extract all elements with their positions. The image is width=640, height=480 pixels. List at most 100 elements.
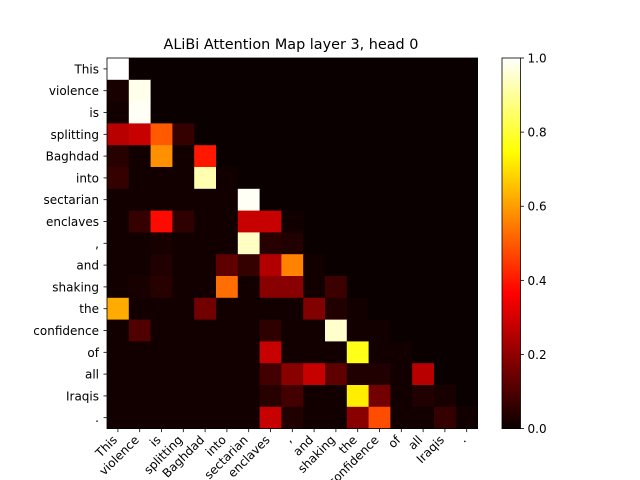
heatmap-cell — [194, 123, 217, 146]
heatmap-cell — [368, 188, 391, 211]
colorbar-tick-label: 0.8 — [528, 126, 547, 140]
heatmap-cell — [455, 232, 478, 255]
heatmap-cell — [455, 341, 478, 364]
heatmap-cell — [194, 145, 217, 168]
heatmap-cell — [194, 232, 217, 255]
heatmap-cell — [412, 101, 435, 124]
heatmap-cell — [303, 101, 326, 124]
x-tick-label: . — [456, 433, 469, 446]
heatmap-cell — [172, 276, 195, 299]
heatmap-cell — [281, 341, 304, 364]
heatmap-cell — [455, 58, 478, 81]
heatmap-cell — [281, 254, 304, 277]
heatmap-cell — [412, 385, 435, 408]
colorbar-tick-label: 1.0 — [528, 52, 547, 66]
heatmap-cell — [390, 297, 413, 320]
heatmap-cell — [107, 319, 130, 342]
heatmap-cell — [303, 123, 326, 146]
heatmap-cell — [128, 167, 151, 190]
heatmap-cell — [172, 406, 195, 429]
heatmap-cell — [194, 58, 217, 81]
heatmap-cell — [194, 188, 217, 211]
heatmap-cell — [194, 406, 217, 429]
heatmap-cell — [303, 385, 326, 408]
heatmap-cell — [303, 145, 326, 168]
heatmap-cell — [107, 341, 130, 364]
heatmap-cell — [281, 58, 304, 81]
heatmap-cell — [434, 319, 457, 342]
heatmap-cell — [237, 145, 260, 168]
heatmap-cell — [237, 363, 260, 386]
heatmap-cell — [390, 319, 413, 342]
heatmap-cell — [368, 341, 391, 364]
heatmap-cell — [172, 341, 195, 364]
y-tick-label: , — [95, 237, 99, 251]
heatmap-cell — [216, 276, 239, 299]
heatmap-cell — [325, 188, 348, 211]
heatmap-cell — [346, 341, 369, 364]
heatmap-cell — [128, 319, 151, 342]
colorbar-tick-label: 0.4 — [528, 274, 547, 288]
y-tick-label: and — [76, 259, 99, 273]
heatmap-cell — [346, 210, 369, 233]
y-tick-label: the — [79, 302, 99, 316]
heatmap-cell — [150, 276, 173, 299]
heatmap-cell — [216, 101, 239, 124]
heatmap-cell — [434, 341, 457, 364]
heatmap-cell — [390, 58, 413, 81]
heatmap-cell — [346, 363, 369, 386]
heatmap-cell — [455, 101, 478, 124]
heatmap-cell — [368, 79, 391, 102]
heatmap-cell — [325, 101, 348, 124]
heatmap-cell — [325, 210, 348, 233]
heatmap-cell — [434, 58, 457, 81]
heatmap-cell — [346, 123, 369, 146]
heatmap-cell — [107, 188, 130, 211]
y-tick-label: . — [95, 411, 99, 425]
heatmap-cell — [259, 297, 282, 320]
heatmap-cell — [368, 276, 391, 299]
heatmap-cell — [412, 297, 435, 320]
y-tick-label: violence — [49, 84, 99, 98]
heatmap-cell — [259, 276, 282, 299]
heatmap-cell — [434, 145, 457, 168]
heatmap-cell — [172, 319, 195, 342]
heatmap-cells — [107, 58, 478, 429]
heatmap-cell — [412, 145, 435, 168]
heatmap-cell — [128, 210, 151, 233]
heatmap-cell — [216, 58, 239, 81]
heatmap-cell — [259, 58, 282, 81]
heatmap-cell — [303, 406, 326, 429]
heatmap-cell — [368, 406, 391, 429]
heatmap-cell — [412, 363, 435, 386]
heatmap-cell — [303, 188, 326, 211]
heatmap-cell — [368, 210, 391, 233]
heatmap-cell — [325, 406, 348, 429]
heatmap-cell — [150, 341, 173, 364]
heatmap-cell — [434, 123, 457, 146]
heatmap-cell — [455, 363, 478, 386]
heatmap-cell — [412, 319, 435, 342]
heatmap-cell — [259, 319, 282, 342]
heatmap-cell — [128, 341, 151, 364]
heatmap-cell — [150, 232, 173, 255]
heatmap-cell — [128, 254, 151, 277]
heatmap-cell — [128, 385, 151, 408]
heatmap-cell — [172, 363, 195, 386]
heatmap-cell — [281, 101, 304, 124]
chart-title: ALiBi Attention Map layer 3, head 0 — [164, 37, 419, 53]
heatmap-cell — [150, 123, 173, 146]
heatmap-cell — [346, 385, 369, 408]
heatmap-cell — [368, 167, 391, 190]
heatmap-cell — [325, 167, 348, 190]
heatmap-cell — [150, 79, 173, 102]
heatmap-cell — [259, 210, 282, 233]
heatmap-cell — [346, 406, 369, 429]
heatmap-cell — [325, 297, 348, 320]
x-tick-label: of — [385, 432, 404, 451]
y-tick-label: Baghdad — [46, 150, 99, 164]
heatmap-cell — [368, 123, 391, 146]
heatmap-cell — [303, 341, 326, 364]
heatmap-cell — [237, 123, 260, 146]
heatmap-cell — [216, 385, 239, 408]
